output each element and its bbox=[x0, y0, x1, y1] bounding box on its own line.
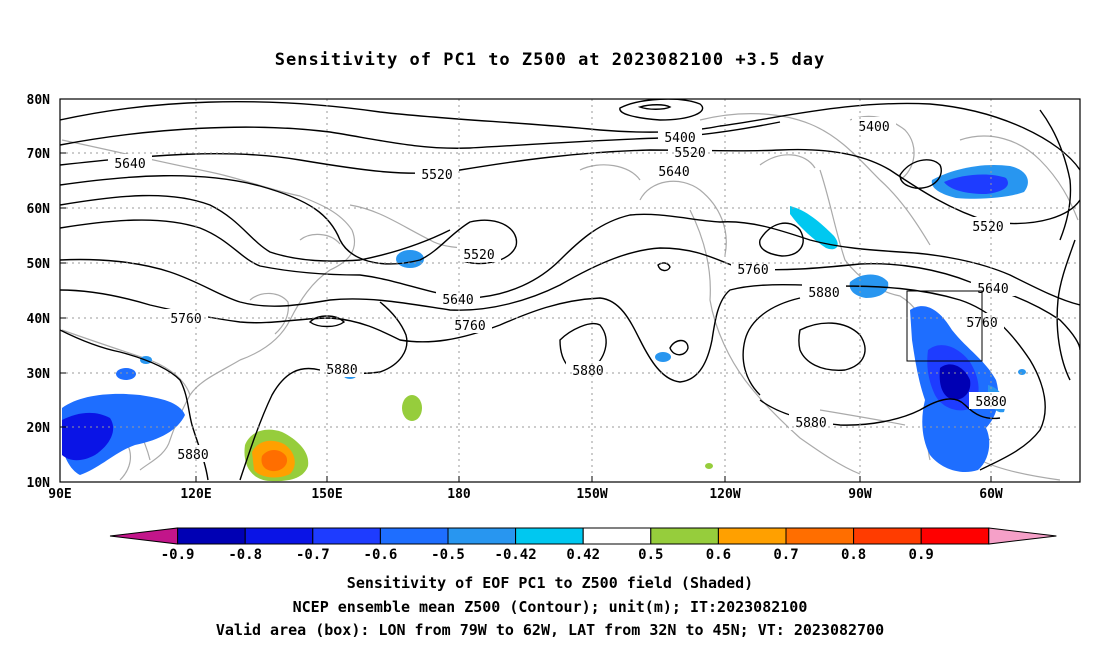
caption-line-2: NCEP ensemble mean Z500 (Contour); unit(… bbox=[292, 598, 808, 616]
map-title: Sensitivity of PC1 to Z500 at 2023082100… bbox=[274, 50, 826, 70]
contour-label: 5880 bbox=[795, 416, 826, 431]
shading-pacific-west-core bbox=[62, 412, 114, 461]
colorbar-box bbox=[785, 527, 855, 545]
contour-label: 5880 bbox=[177, 448, 208, 463]
colorbar-box bbox=[447, 527, 517, 545]
colorbar-label: 0.42 bbox=[566, 547, 600, 563]
contour-label: 5640 bbox=[442, 293, 473, 308]
contour-label: 5760 bbox=[737, 263, 768, 278]
colorbar-box bbox=[717, 527, 787, 545]
colorbar-box bbox=[515, 527, 584, 545]
lat-label: 70N bbox=[27, 147, 51, 162]
colorbar-label: -0.6 bbox=[364, 547, 398, 563]
lon-label: 120E bbox=[180, 487, 211, 502]
lon-label: 120W bbox=[709, 487, 740, 502]
lat-label: 10N bbox=[27, 476, 51, 491]
contour-label: 5400 bbox=[858, 120, 889, 135]
shading-cyan-1 bbox=[396, 250, 424, 268]
contour-labels: 5400540055205520552055205640564056405640… bbox=[108, 117, 1015, 463]
contour-label: 5880 bbox=[572, 364, 603, 379]
contour-label: 5760 bbox=[170, 312, 201, 327]
colorbar-box bbox=[177, 527, 246, 545]
contour-label: 5400 bbox=[664, 131, 695, 146]
valid-area-box bbox=[906, 290, 983, 362]
colorbar: -0.9 -0.8 -0.7 -0.6 -0.5 -0.42 0.42 0.5 0.6 0.7 0.… bbox=[109, 527, 1057, 563]
contour-label: 5520 bbox=[421, 168, 452, 183]
shading-cyan-4 bbox=[1018, 369, 1026, 375]
lon-label: 60W bbox=[979, 487, 1003, 502]
colorbar-label: 0.9 bbox=[909, 547, 934, 563]
colorbar-label: 0.5 bbox=[638, 547, 663, 563]
colorbar-box bbox=[853, 527, 922, 545]
lon-label: 150E bbox=[311, 487, 342, 502]
caption-line-3: Valid area (box): LON from 79W to 62W, L… bbox=[215, 621, 885, 639]
lon-label: 180 bbox=[447, 487, 471, 502]
colorbar-box bbox=[312, 527, 381, 545]
colorbar-low-arrow bbox=[109, 527, 179, 545]
colorbar-label: -0.9 bbox=[161, 547, 195, 563]
lon-label: 150W bbox=[576, 487, 607, 502]
colorbar-label: -0.42 bbox=[495, 547, 537, 563]
colorbar-box bbox=[244, 527, 314, 545]
colorbar-box bbox=[582, 527, 652, 545]
contour-label: 5760 bbox=[454, 319, 485, 334]
lat-label: 30N bbox=[27, 367, 51, 382]
shading-green-1 bbox=[402, 395, 422, 421]
lat-label: 80N bbox=[27, 93, 51, 108]
colorbar-label: -0.5 bbox=[431, 547, 465, 563]
contour-label: 5640 bbox=[658, 165, 689, 180]
lon-label: 90W bbox=[848, 487, 872, 502]
shading-atlantic-north-core bbox=[944, 174, 1008, 194]
shading-pacific-red bbox=[261, 450, 288, 472]
lat-label: 40N bbox=[27, 312, 51, 327]
shading-north-america bbox=[790, 206, 838, 250]
lat-label: 60N bbox=[27, 202, 51, 217]
colorbar-label: 0.7 bbox=[773, 547, 798, 563]
contour-label: 5520 bbox=[972, 220, 1003, 235]
colorbar-high-arrow bbox=[988, 527, 1057, 545]
colorbar-label: -0.7 bbox=[296, 547, 330, 563]
lon-label: 90E bbox=[48, 487, 71, 502]
colorbar-box bbox=[920, 527, 990, 545]
colorbar-label: 0.8 bbox=[841, 547, 866, 563]
contour-label: 5880 bbox=[975, 395, 1006, 410]
lon-axis: 90E 120E 150E 180 150W 120W 90W 60W bbox=[48, 476, 1003, 502]
colorbar-label: -0.8 bbox=[228, 547, 262, 563]
colorbar-box bbox=[379, 527, 449, 545]
contour-label: 5880 bbox=[326, 363, 357, 378]
shading-green-2 bbox=[705, 463, 713, 469]
colorbar-label: 0.6 bbox=[706, 547, 731, 563]
caption-line-1: Sensitivity of EOF PC1 to Z500 field (Sh… bbox=[346, 574, 754, 592]
grid-lines bbox=[60, 99, 1080, 482]
colorbar-box bbox=[650, 527, 719, 545]
lat-label: 50N bbox=[27, 257, 51, 272]
lat-axis: 80N 70N 60N 50N 40N 30N 20N 10N bbox=[27, 93, 66, 491]
contour-label: 5640 bbox=[977, 282, 1008, 297]
contour-label: 5880 bbox=[808, 286, 839, 301]
plot-frame bbox=[59, 98, 1081, 483]
contour-label: 5520 bbox=[463, 248, 494, 263]
sensitivity-shading bbox=[62, 164, 1028, 482]
lat-label: 20N bbox=[27, 421, 51, 436]
shading-atlantic-west-deep bbox=[939, 364, 971, 400]
contour-label: 5640 bbox=[114, 157, 145, 172]
shading-pacific-west-2 bbox=[116, 368, 136, 380]
shading-cyan-2 bbox=[655, 352, 671, 362]
